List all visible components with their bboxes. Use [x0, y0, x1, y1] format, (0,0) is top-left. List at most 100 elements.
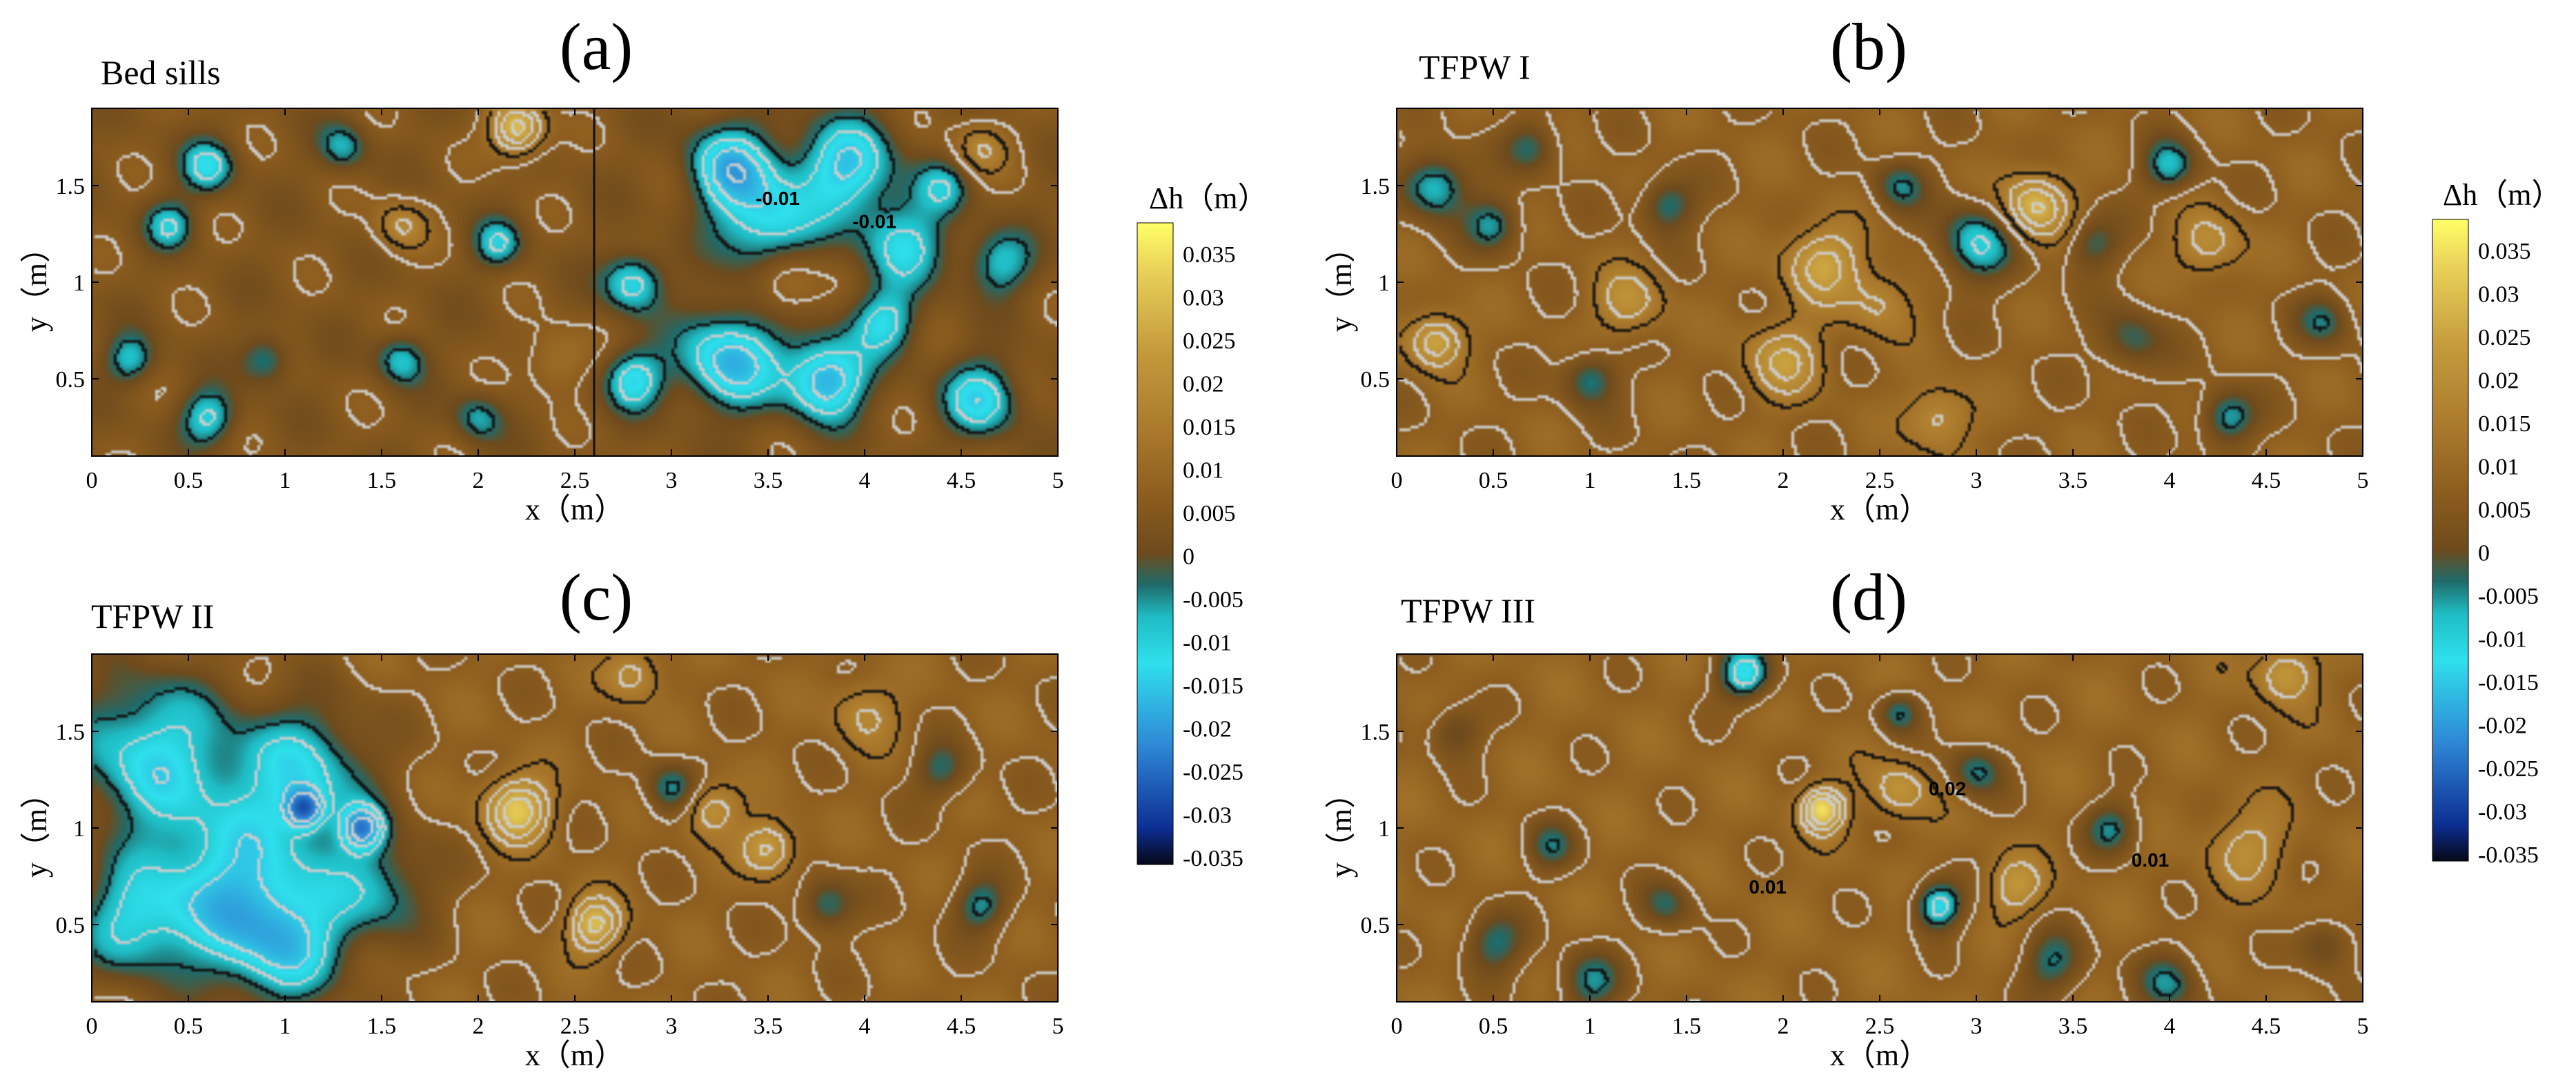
colorbar-tick-label: 0.01: [1183, 458, 1224, 484]
colorbar-tick-label: 0.03: [2478, 282, 2519, 308]
x-tick-label: 3: [1971, 468, 1983, 493]
colorbar-tick-label: 0.03: [1183, 286, 1224, 311]
y-tick-label: 1.5: [56, 720, 86, 745]
x-tick-label: 3.5: [754, 468, 783, 493]
heatmap-a: [92, 108, 1058, 456]
x-tick-label: 0: [86, 468, 98, 493]
heatmap-d: [1397, 654, 2363, 1002]
x-axis-label: x（m）: [525, 493, 625, 526]
y-tick-label: 0.5: [56, 367, 86, 393]
colorbar-tick-label: 0.005: [1183, 501, 1236, 526]
x-tick-label: 0.5: [1479, 1014, 1508, 1039]
colorbar-title: Δh（m）: [1149, 181, 1268, 215]
colorbar-tick-label: 0: [1183, 544, 1194, 570]
heatmap-b: [1397, 108, 2363, 456]
colorbar-tick-label: 0.015: [1183, 415, 1236, 440]
x-tick-label: 0.5: [174, 468, 204, 493]
x-tick-label: 4: [2164, 468, 2176, 493]
contour-label: 0.01: [2132, 849, 2170, 871]
colorbar-tick-label: -0.005: [1183, 587, 1243, 613]
x-tick-label: 3: [666, 1014, 678, 1039]
x-tick-label: 4: [859, 468, 871, 493]
colorbar-tick-label: -0.035: [2478, 842, 2539, 868]
panel-letter: (b): [1830, 10, 1907, 83]
colorbar-2: Δh（m） 0.035 0.03 0.025 0.02 0.015 0.01 0.005 0 -0…: [2432, 178, 2562, 868]
colorbar-tick-label: -0.015: [1183, 673, 1243, 699]
x-tick-label: 3: [666, 468, 678, 493]
colorbar-tick-label: -0.02: [2478, 713, 2527, 739]
panel-c: 0 0.5 1 1.5 2 2.5 3 3.5 4 4.5 5 0.5 1 1.5 x（m） y（m） TFPW…: [19, 560, 1064, 1072]
x-tick-label: 0: [86, 1014, 98, 1039]
x-tick-label: 2.5: [560, 468, 590, 493]
x-tick-label: 1: [279, 1014, 291, 1039]
colorbar-tick-label: 0.02: [1183, 372, 1224, 397]
x-tick-label: 1.5: [1672, 468, 1702, 493]
y-tick-label: 0.5: [1361, 913, 1390, 938]
x-tick-label: 1: [279, 468, 291, 493]
colorbar-1: Δh（m） 0.035 0.03 0.025 0.02 0.015 0.01 0.005 0 -0…: [1137, 181, 1268, 871]
panel-d: 0 0.5 1 1.5 2 2.5 3 3.5 4 4.5 5 0.5 1 1.5 x（m） y（m） TFPW…: [1324, 560, 2369, 1072]
x-tick-label: 3.5: [2058, 468, 2088, 493]
colorbar-tick-label: -0.015: [2478, 670, 2539, 695]
x-tick-label: 1.5: [367, 1014, 397, 1039]
colorbar-tick-label: 0.015: [2478, 411, 2531, 437]
colorbar-tick-label: 0.025: [2478, 325, 2531, 351]
x-tick-label: 1.5: [1672, 1014, 1702, 1039]
heatmap-c: [92, 654, 1058, 1002]
colorbar-tick-label: 0: [2478, 541, 2490, 566]
x-tick-label: 0.5: [1479, 468, 1508, 493]
colorbar-tick-label: 0.01: [2478, 455, 2519, 480]
x-tick-label: 4.5: [2252, 1014, 2281, 1039]
colorbar-tick-label: -0.03: [1183, 803, 1232, 829]
x-tick-label: 4: [859, 1014, 871, 1039]
x-tick-label: 3.5: [754, 1014, 783, 1039]
colorbar-tick-label: 0.025: [1183, 328, 1236, 354]
colorbar-tick-label: -0.02: [1183, 717, 1232, 742]
panel-title: Bed sills: [101, 53, 221, 92]
colorbar-tick-label: -0.01: [1183, 631, 1232, 656]
y-tick-label: 1: [73, 816, 85, 842]
panel-title: TFPW II: [91, 597, 214, 635]
x-tick-label: 4: [2164, 1014, 2176, 1039]
x-axis-label: x（m）: [525, 1038, 625, 1072]
y-axis-label: y（m）: [1324, 233, 1358, 332]
colorbar-title: Δh（m）: [2443, 178, 2562, 212]
y-axis-label: y（m）: [19, 233, 53, 332]
y-tick-label: 1.5: [56, 174, 86, 199]
x-tick-label: 5: [1052, 468, 1064, 493]
x-tick-label: 5: [2357, 1014, 2369, 1039]
colorbar-tick-label: 0.02: [2478, 368, 2519, 394]
colorbar-tick-label: 0.035: [1183, 242, 1236, 268]
x-axis-label: x（m）: [1830, 493, 1929, 526]
x-tick-label: 2: [473, 468, 484, 493]
y-tick-label: 0.5: [1361, 367, 1390, 393]
panel-letter: (c): [560, 560, 633, 634]
x-tick-label: 2: [1778, 468, 1789, 493]
x-tick-label: 5: [1052, 1014, 1064, 1039]
colorbar-tick-label: 0.005: [2478, 497, 2531, 523]
colorbar-tick-label: -0.025: [2478, 756, 2539, 782]
x-tick-label: 2: [473, 1014, 484, 1039]
panel-letter: (d): [1830, 560, 1907, 634]
panel-title: TFPW III: [1401, 591, 1535, 630]
y-tick-label: 1: [1378, 816, 1390, 842]
contour-label: -0.01: [756, 188, 800, 209]
y-tick-label: 1.5: [1361, 720, 1390, 745]
colorbar-tick-label: -0.005: [2478, 584, 2539, 609]
x-tick-label: 2.5: [560, 1014, 590, 1039]
y-tick-label: 0.5: [56, 913, 86, 938]
colorbar-tick-label: 0.035: [2478, 239, 2531, 264]
x-tick-label: 3: [1971, 1014, 1983, 1039]
x-tick-label: 4.5: [2252, 468, 2281, 493]
x-tick-label: 1: [1584, 1014, 1596, 1039]
x-tick-label: 0: [1391, 468, 1403, 493]
colorbar-tick-label: -0.025: [1183, 760, 1243, 785]
x-tick-label: 1.5: [367, 468, 397, 493]
x-tick-label: 1: [1584, 468, 1596, 493]
panel-a: 0 0.5 1 1.5 2 2.5 3 3.5 4 4.5 5 0.5 1 1.5 x（m） y（m） Bed …: [19, 10, 1064, 526]
y-axis-label: y（m）: [1324, 778, 1358, 878]
x-tick-label: 3.5: [2058, 1014, 2088, 1039]
x-tick-label: 2.5: [1865, 1014, 1895, 1039]
y-tick-label: 1.5: [1361, 174, 1390, 199]
